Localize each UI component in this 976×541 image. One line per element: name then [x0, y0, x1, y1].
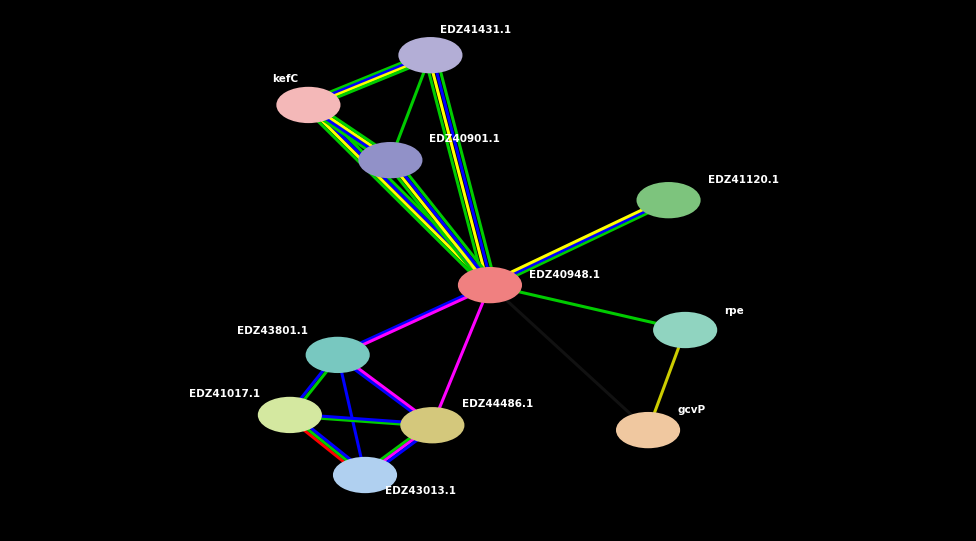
Text: EDZ40901.1: EDZ40901.1	[429, 134, 501, 144]
Text: rpe: rpe	[724, 307, 744, 316]
Circle shape	[359, 143, 422, 177]
Circle shape	[637, 183, 700, 217]
Text: EDZ41431.1: EDZ41431.1	[440, 25, 511, 35]
Circle shape	[399, 38, 462, 72]
Circle shape	[334, 458, 396, 492]
Text: EDZ43013.1: EDZ43013.1	[385, 486, 456, 496]
Text: gcvP: gcvP	[677, 405, 706, 415]
Circle shape	[259, 398, 321, 432]
Circle shape	[617, 413, 679, 447]
Text: EDZ43801.1: EDZ43801.1	[237, 326, 308, 336]
Text: EDZ44486.1: EDZ44486.1	[462, 399, 533, 409]
Text: EDZ40948.1: EDZ40948.1	[529, 270, 600, 280]
Circle shape	[277, 88, 340, 122]
Circle shape	[459, 268, 521, 302]
Text: kefC: kefC	[272, 75, 299, 84]
Circle shape	[401, 408, 464, 443]
Text: EDZ41120.1: EDZ41120.1	[708, 175, 779, 185]
Circle shape	[306, 338, 369, 372]
Circle shape	[654, 313, 716, 347]
Text: EDZ41017.1: EDZ41017.1	[189, 389, 261, 399]
